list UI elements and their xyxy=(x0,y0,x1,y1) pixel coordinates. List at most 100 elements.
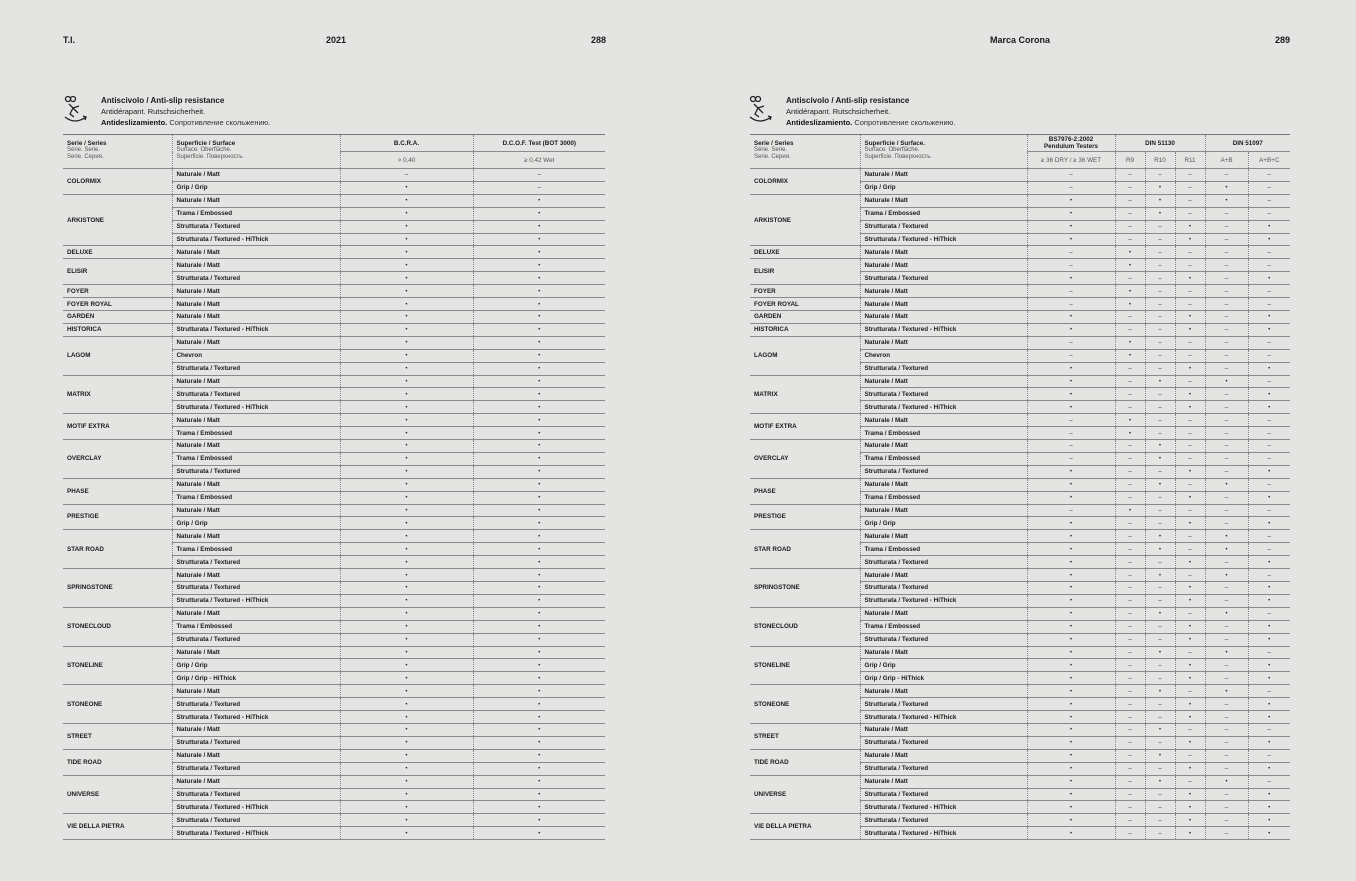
rating-cell: • xyxy=(472,465,605,479)
table-row: Grip / Grip • • xyxy=(63,658,605,673)
rating-cell: – xyxy=(1204,336,1248,350)
rating-cell: • xyxy=(1174,671,1205,686)
rating-cell: – xyxy=(1114,452,1145,466)
surface-name: Strutturata / Textured - HiThick xyxy=(859,400,1027,415)
header-series-sub: Série. Serie. xyxy=(67,147,101,153)
rating-cell: – xyxy=(1114,439,1145,453)
rating-cell: – xyxy=(1114,555,1145,570)
surface-name: Naturale / Matt xyxy=(171,723,340,737)
rating-cell: • xyxy=(1247,710,1291,724)
rating-cell: • xyxy=(1174,826,1205,841)
surface-name: Trama / Embossed xyxy=(859,620,1027,634)
rating-cell: • xyxy=(1204,646,1248,660)
header-surface-sub: Surface. Oberfläche. xyxy=(864,147,920,153)
anti-slip-table-right: Serie / Series Série. Serie. Serie. Серия.… xyxy=(750,134,1291,841)
rating-cell: • xyxy=(339,697,473,712)
rating-cell: • xyxy=(339,723,473,737)
rating-cell: • xyxy=(1026,684,1115,699)
rating-cell: – xyxy=(1114,542,1145,557)
running-head-left: T.I. xyxy=(63,35,76,45)
series-name: FOYER xyxy=(750,284,860,299)
header-surface-sub: Surface. Oberfläche. xyxy=(176,147,232,153)
table-row: TIDE ROAD Naturale / Matt • – • – – – xyxy=(750,749,1291,776)
rating-cell: • xyxy=(339,529,473,544)
rating-cell: • xyxy=(472,400,605,415)
rating-cell: • xyxy=(1026,736,1115,750)
rating-cell: • xyxy=(339,478,473,492)
rating-cell: – xyxy=(1026,439,1115,453)
rating-cell: – xyxy=(1204,516,1248,531)
table-row: ARKISTONE Naturale / Matt • • xyxy=(63,194,605,247)
rating-cell: • xyxy=(1026,362,1115,376)
table-row: STAR ROAD Naturale / Matt • – • – • – xyxy=(750,529,1291,570)
rating-cell: • xyxy=(1247,697,1291,712)
rating-cell: • xyxy=(1247,516,1291,531)
table-row: COLORMIX Naturale / Matt – – – – – – xyxy=(750,168,1291,195)
rating-cell: – xyxy=(1114,620,1145,634)
rating-cell: – xyxy=(1114,387,1145,402)
rating-cell: • xyxy=(472,452,605,466)
header-abc: A+B+C xyxy=(1247,151,1291,169)
header-din51097: DIN 51097 xyxy=(1204,134,1291,152)
rating-cell: • xyxy=(1174,581,1205,595)
table-row: DELUXE Naturale / Matt – • – – – – xyxy=(750,245,1291,260)
table-row: Grip / Grip - HiThick • – – • – • xyxy=(750,671,1291,686)
rating-cell: – xyxy=(1114,168,1145,182)
rating-cell: • xyxy=(472,775,605,789)
rating-cell: • xyxy=(472,194,605,208)
rating-cell: • xyxy=(472,258,605,273)
surface-name: Strutturata / Textured xyxy=(859,788,1027,802)
rating-cell: – xyxy=(1204,310,1248,324)
table-row: TIDE ROAD Naturale / Matt • • xyxy=(63,749,605,776)
rating-cell: • xyxy=(1247,271,1291,286)
surface-name: Strutturata / Textured - HiThick xyxy=(171,594,340,608)
surface-name: Strutturata / Textured xyxy=(171,697,340,712)
rating-cell: • xyxy=(472,284,605,299)
rating-cell: – xyxy=(1247,504,1291,518)
rating-cell: – xyxy=(472,168,605,182)
rating-cell: • xyxy=(339,310,473,324)
series-name: STONEONE xyxy=(750,684,860,724)
rating-cell: • xyxy=(339,181,473,195)
rating-cell: – xyxy=(1204,749,1248,763)
series-name: PRESTIGE xyxy=(63,504,172,531)
page-288: T.I. 2021 288 Antiscivolo / Anti-slip re… xyxy=(63,35,606,841)
rating-cell: • xyxy=(472,297,605,311)
surface-name: Trama / Embossed xyxy=(171,426,340,441)
surface-name: Naturale / Matt xyxy=(171,749,340,763)
surface-name: Strutturata / Textured xyxy=(859,697,1027,712)
rating-cell: • xyxy=(339,749,473,763)
rating-cell: • xyxy=(1144,684,1175,699)
rating-cell: • xyxy=(472,413,605,428)
surface-name: Naturale / Matt xyxy=(859,375,1027,389)
surface-name: Naturale / Matt xyxy=(171,504,340,518)
surface-name: Trama / Embossed xyxy=(171,452,340,466)
table-row: Trama / Embossed – – • – – – xyxy=(750,452,1291,466)
table-row: Trama / Embossed • • xyxy=(63,207,605,221)
rating-cell: • xyxy=(339,245,473,260)
surface-name: Strutturata / Textured - HiThick xyxy=(171,233,340,247)
rating-cell: • xyxy=(1174,633,1205,647)
rating-cell: • xyxy=(1144,375,1175,389)
rating-cell: – xyxy=(1114,233,1145,247)
rating-cell: – xyxy=(339,168,473,182)
rating-cell: – xyxy=(1144,426,1175,441)
rating-cell: – xyxy=(1204,788,1248,802)
rating-cell: – xyxy=(1247,207,1291,221)
rating-cell: – xyxy=(1204,671,1248,686)
rating-cell: • xyxy=(339,710,473,724)
rating-cell: – xyxy=(1247,568,1291,582)
surface-name: Strutturata / Textured xyxy=(171,555,340,570)
header-bcra: B.C.R.A. xyxy=(339,134,473,152)
series-name: GARDEN xyxy=(63,310,172,324)
table-row: Strutturata / Textured • • xyxy=(63,555,605,570)
rating-cell: – xyxy=(1144,310,1175,324)
surface-name: Naturale / Matt xyxy=(859,504,1027,518)
surface-name: Strutturata / Textured xyxy=(859,220,1027,234)
rating-cell: • xyxy=(1247,671,1291,686)
table-row: STONEONE Naturale / Matt • – • – • – xyxy=(750,684,1291,724)
rating-cell: – xyxy=(1144,516,1175,531)
rating-cell: • xyxy=(472,813,605,828)
section-heading: Antiscivolo / Anti-slip resistance Antid… xyxy=(63,95,270,128)
surface-name: Naturale / Matt xyxy=(859,336,1027,350)
